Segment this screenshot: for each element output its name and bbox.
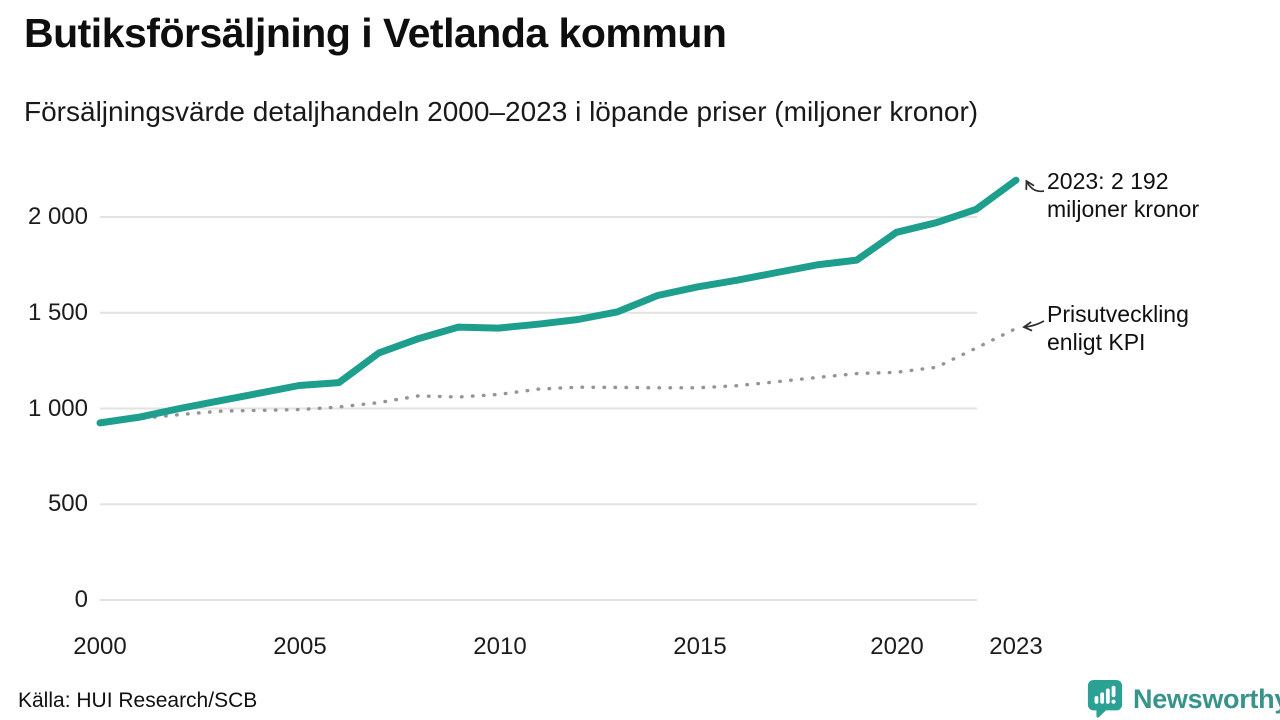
annotation-latest-line1: 2023: 2 192 [1047,168,1169,194]
newsworthy-wordmark: Newsworthy [1133,683,1280,714]
annotation-arrow-latest [1027,182,1045,193]
y-tick-label: 1 000 [27,395,88,422]
sales-line [96,176,1020,427]
annotation-arrow-kpi [1025,320,1045,327]
annotation-kpi-label: Prisutveckling enligt KPI [1047,300,1267,356]
y-gridlines [100,216,977,601]
newsworthy-bubble-chart-icon [1087,680,1123,718]
y-tick-label: 1 500 [27,299,88,326]
annotation-kpi-line1: Prisutveckling [1047,301,1189,327]
x-tick-label: 2023 [989,633,1043,660]
x-tick-label: 2010 [473,633,527,660]
chart-subtitle: Försäljningsvärde detaljhandeln 2000–202… [24,96,979,127]
source-note: Källa: HUI Research/SCB [18,689,258,712]
newsworthy-logo: Newsworthy [1086,678,1280,720]
x-tick-label: 2000 [73,633,127,660]
annotation-latest-line2: miljoner kronor [1047,196,1200,222]
chart-title: Butiksförsäljning i Vetlanda kommun [24,10,727,56]
annotation-kpi-line2: enligt KPI [1047,329,1146,355]
x-tick-label: 2005 [273,633,327,660]
kpi-dotted-line [98,326,1018,425]
data-series [96,176,1020,427]
x-tick-label: 2015 [673,633,727,660]
x-tick-label: 2020 [870,633,924,660]
y-tick-label: 500 [47,490,88,517]
y-tick-label: 2 000 [27,203,88,230]
annotation-latest-value: 2023: 2 192 miljoner kronor [1047,167,1267,223]
y-tick-label: 0 [74,586,88,613]
